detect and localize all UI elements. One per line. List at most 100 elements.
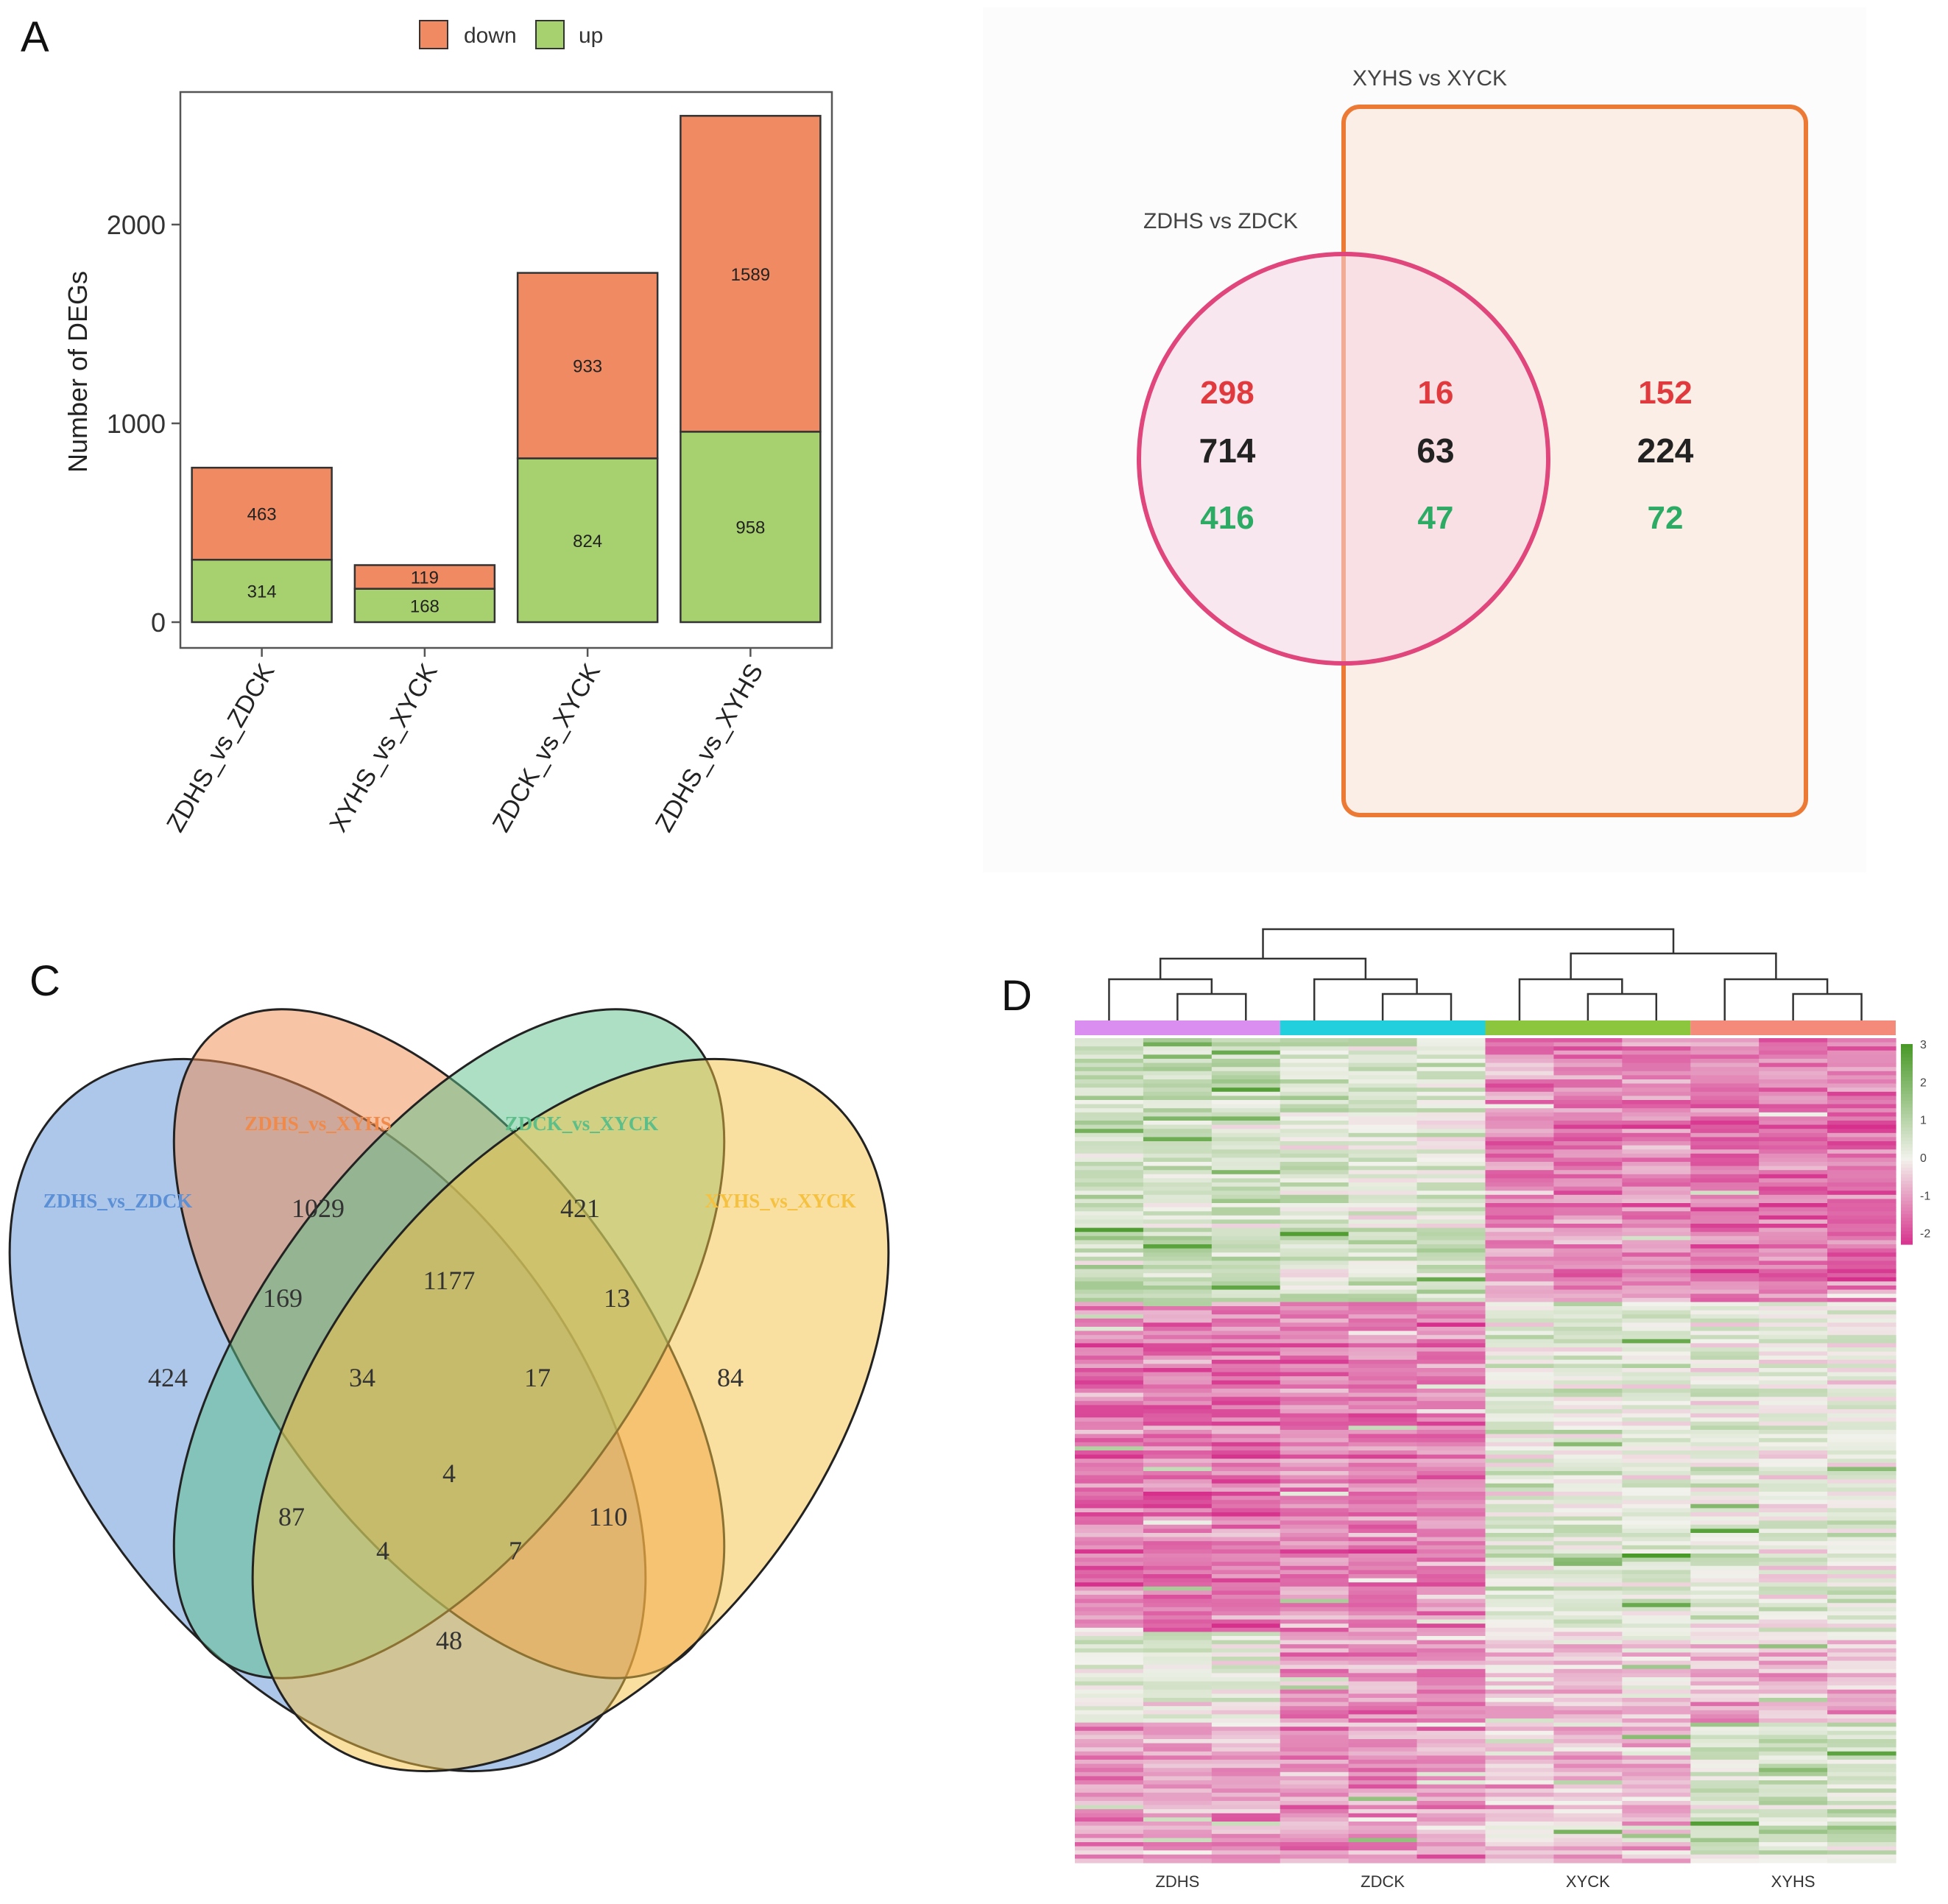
heatmap-cell xyxy=(1416,1327,1486,1332)
heatmap-cell xyxy=(1348,1409,1418,1414)
heatmap-cell xyxy=(1416,1141,1486,1146)
heatmap-cell xyxy=(1143,1405,1213,1410)
heatmap-cell xyxy=(1280,1541,1349,1546)
heatmap-cell xyxy=(1759,1302,1828,1307)
heatmap-cell xyxy=(1416,1516,1486,1521)
heatmap-cell xyxy=(1416,1850,1486,1855)
venn-c-count: 4 xyxy=(376,1536,389,1565)
heatmap-cell xyxy=(1485,1500,1555,1505)
heatmap-cell xyxy=(1348,1380,1418,1385)
heatmap-cell xyxy=(1348,1611,1418,1616)
heatmap-cell xyxy=(1075,1751,1144,1756)
heatmap-cell xyxy=(1143,1417,1213,1422)
heatmap-cell xyxy=(1485,1050,1555,1055)
heatmap-cell xyxy=(1827,1240,1896,1245)
heatmap-cell xyxy=(1416,1244,1486,1249)
heatmap-cell xyxy=(1075,1434,1144,1439)
heatmap-cell xyxy=(1143,1430,1213,1435)
heatmap-cell xyxy=(1622,1376,1691,1381)
heatmap-cell xyxy=(1416,1483,1486,1488)
heatmap-cell xyxy=(1827,1854,1896,1859)
colorbar-segment xyxy=(1901,1060,1913,1065)
heatmap-cell xyxy=(1690,1289,1760,1294)
venn-b-count-total: 63 xyxy=(1416,431,1454,470)
heatmap-cell xyxy=(1143,1392,1213,1397)
heatmap-cell xyxy=(1416,1194,1486,1199)
heatmap-cell xyxy=(1827,1343,1896,1348)
heatmap-cell xyxy=(1553,1392,1623,1397)
heatmap-cell xyxy=(1553,1112,1623,1117)
heatmap-cell xyxy=(1622,1244,1691,1249)
heatmap-cell xyxy=(1759,1413,1828,1418)
heatmap-cell xyxy=(1280,1252,1349,1258)
heatmap-cell xyxy=(1075,1520,1144,1526)
heatmap-cell xyxy=(1211,1124,1281,1129)
heatmap-cell xyxy=(1827,1166,1896,1171)
heatmap-cell xyxy=(1416,1430,1486,1435)
heatmap-cell xyxy=(1075,1483,1144,1488)
heatmap-cell xyxy=(1622,1574,1691,1579)
heatmap-cell xyxy=(1348,1141,1418,1146)
heatmap-cell xyxy=(1348,1339,1418,1344)
heatmap-cell xyxy=(1211,1657,1281,1662)
heatmap-cell xyxy=(1827,1632,1896,1637)
heatmap-cell xyxy=(1075,1186,1144,1191)
heatmap-cell xyxy=(1690,1467,1760,1472)
heatmap-cell xyxy=(1075,1595,1144,1600)
heatmap-cell xyxy=(1827,1763,1896,1769)
heatmap-cell xyxy=(1759,1689,1828,1694)
heatmap-cell xyxy=(1280,1438,1349,1443)
heatmap-cell xyxy=(1280,1842,1349,1847)
heatmap-cell xyxy=(1690,1570,1760,1575)
heatmap-cell xyxy=(1690,1492,1760,1497)
heatmap-cell xyxy=(1759,1182,1828,1188)
heatmap-cell xyxy=(1143,1083,1213,1088)
heatmap-cell xyxy=(1348,1417,1418,1422)
heatmap-cell xyxy=(1211,1322,1281,1327)
heatmap-cell xyxy=(1690,1524,1760,1529)
heatmap-cell xyxy=(1416,1838,1486,1843)
heatmap-cell xyxy=(1485,1351,1555,1356)
heatmap-cell xyxy=(1690,1240,1760,1245)
heatmap-cell xyxy=(1416,1652,1486,1657)
heatmap-cell xyxy=(1690,1194,1760,1199)
heatmap-cell xyxy=(1075,1413,1144,1418)
heatmap-cell xyxy=(1348,1054,1418,1059)
heatmap-cell xyxy=(1622,1170,1691,1175)
heatmap-cell xyxy=(1759,1347,1828,1353)
heatmap-cell xyxy=(1143,1121,1213,1126)
heatmap-cell xyxy=(1622,1269,1691,1274)
heatmap-cell xyxy=(1622,1475,1691,1480)
heatmap-cell xyxy=(1759,1822,1828,1827)
heatmap-cell xyxy=(1211,1471,1281,1476)
colorbar-segment xyxy=(1901,1130,1913,1135)
heatmap-cell xyxy=(1211,1434,1281,1439)
heatmap-cell xyxy=(1622,1203,1691,1208)
heatmap-cell xyxy=(1348,1392,1418,1397)
heatmap-cell xyxy=(1143,1294,1213,1299)
heatmap-cell xyxy=(1348,1207,1418,1212)
heatmap-cell xyxy=(1827,1351,1896,1356)
heatmap-cell xyxy=(1348,1376,1418,1381)
heatmap-cell xyxy=(1759,1244,1828,1249)
heatmap-cell xyxy=(1075,1557,1144,1562)
heatmap-cell xyxy=(1211,1763,1281,1769)
heatmap-cell xyxy=(1485,1265,1555,1270)
heatmap-cell xyxy=(1622,1289,1691,1294)
heatmap-cell xyxy=(1690,1730,1760,1735)
heatmap-cell xyxy=(1827,1083,1896,1088)
heatmap-cell xyxy=(1827,1739,1896,1744)
bar-down xyxy=(353,564,496,590)
heatmap-cell xyxy=(1622,1771,1691,1777)
colorbar-segment xyxy=(1901,1073,1913,1078)
heatmap-group-labels: ZDHS ZDCK XYCK XYHS xyxy=(1155,1872,1815,1891)
heatmap-cell xyxy=(1075,1825,1144,1830)
y-axis-label-a: Number of DEGs xyxy=(63,271,93,473)
heatmap-cell xyxy=(1416,1042,1486,1047)
heatmap-cell xyxy=(1622,1038,1691,1043)
heatmap-cell xyxy=(1143,1256,1213,1261)
venn-b-set-zdhs-circle xyxy=(1137,252,1550,666)
heatmap-cell xyxy=(1075,1227,1144,1233)
heatmap-cell xyxy=(1485,1706,1555,1711)
